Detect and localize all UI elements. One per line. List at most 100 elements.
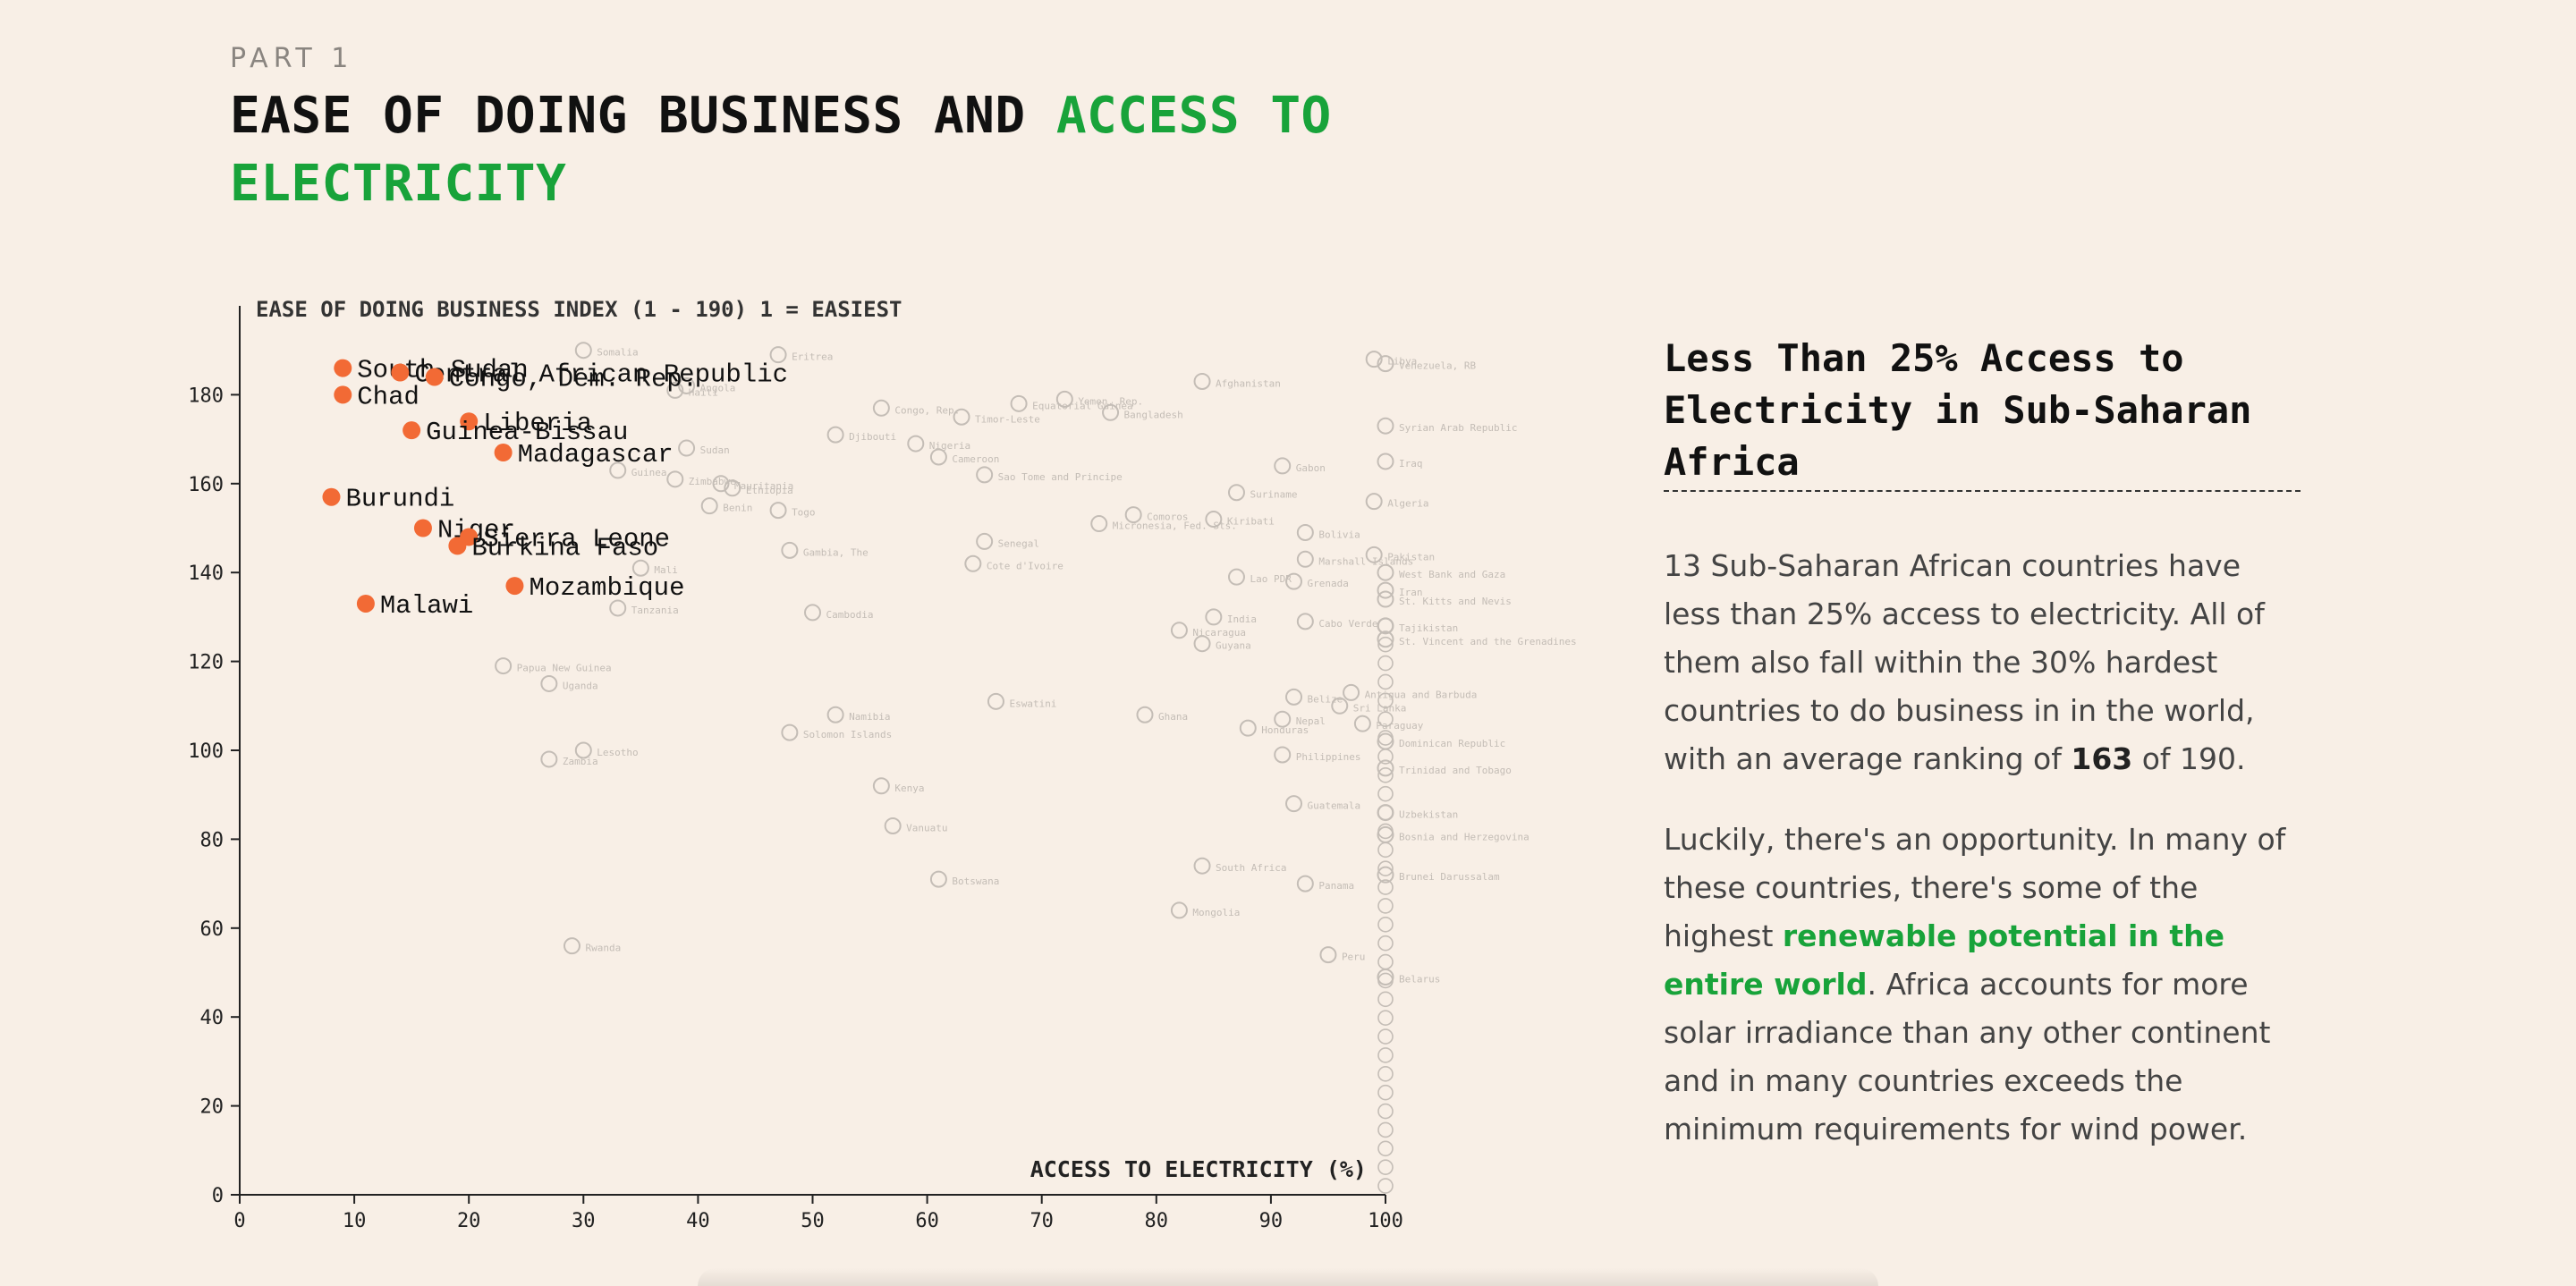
x-axis-label: ACCESS TO ELECTRICITY (%) (1030, 1156, 1367, 1182)
highlighted-label: Congo, Dem. Rep. (449, 365, 698, 394)
data-point (609, 599, 627, 617)
point-label: Congo, Rep. (894, 404, 960, 416)
point-label: Iran (1399, 587, 1423, 598)
point-label: Zambia (563, 756, 598, 767)
point-label: Solomon Islands (803, 729, 892, 740)
point-label: Mongolia (1192, 907, 1240, 918)
data-point (1274, 746, 1292, 764)
data-point (1377, 898, 1394, 914)
data-point (1274, 457, 1292, 475)
point-label: Angola (700, 382, 736, 393)
point-label: Panama (1318, 880, 1354, 892)
data-point (678, 439, 696, 457)
point-label: Lesotho (597, 747, 638, 758)
data-point (1377, 804, 1394, 821)
point-label: Grenada (1308, 578, 1349, 589)
data-point (1296, 523, 1314, 541)
data-point (631, 559, 649, 577)
data-point (1227, 484, 1245, 502)
point-label: Suriname (1250, 489, 1297, 501)
data-point (1377, 730, 1394, 746)
data-point (540, 750, 558, 768)
p2-text-end: . Africa accounts for more solar irradia… (1664, 967, 2271, 1146)
highlighted-label: Sierra Leone (483, 524, 670, 554)
point-label: Nepal (1296, 715, 1326, 727)
data-point (872, 777, 890, 795)
data-point (1285, 795, 1303, 813)
data-point (1377, 590, 1394, 608)
point-label: Sao Tome and Principe (998, 471, 1123, 483)
data-point (700, 497, 718, 515)
point-label: Benin (723, 503, 752, 514)
data-point (1377, 711, 1394, 728)
point-label: Gambia, The (803, 546, 869, 558)
point-label: West Bank and Gaza (1399, 569, 1505, 580)
highlighted-point (448, 537, 467, 555)
data-point (1377, 1159, 1394, 1175)
point-label: Afghanistan (1216, 377, 1281, 389)
point-label: Gabon (1296, 462, 1326, 474)
point-label: Tajikistan (1399, 622, 1458, 634)
data-point (953, 408, 970, 426)
data-point (976, 532, 994, 550)
point-label: Cambodia (826, 609, 874, 621)
point-label: Haiti (689, 386, 718, 398)
bottom-shadow (698, 1268, 1878, 1286)
data-point (1319, 946, 1337, 964)
data-point (976, 466, 994, 484)
data-point (1377, 749, 1394, 765)
point-label: Pakistan (1387, 551, 1435, 563)
data-point (964, 554, 982, 572)
data-point (540, 674, 558, 692)
point-label: Tanzania (631, 605, 679, 616)
data-point (1377, 1103, 1394, 1120)
data-point (1377, 563, 1394, 581)
point-label: India (1227, 613, 1257, 625)
data-point (609, 461, 627, 479)
point-label: Philippines (1296, 751, 1361, 763)
highlighted-point (391, 363, 410, 382)
data-point (1377, 1047, 1394, 1063)
point-label: Kenya (894, 783, 924, 794)
data-point (1343, 683, 1360, 701)
highlighted-point (402, 421, 421, 440)
point-label: Belarus (1399, 973, 1440, 985)
x-tick-label: 50 (801, 1210, 825, 1232)
point-label: Micronesia, Fed. Sts. (1113, 520, 1237, 532)
point-label: Togo (792, 507, 816, 519)
point-label: Nicaragua (1192, 627, 1246, 639)
point-label: Comoros (1147, 512, 1188, 523)
point-label: Zimbabwe (689, 476, 736, 487)
y-tick-label: 40 (200, 1007, 225, 1029)
p2-text: Luckily, there's an opportunity. In many… (1664, 822, 2286, 953)
data-point (1365, 546, 1383, 563)
data-point (1377, 417, 1394, 435)
highlighted-label: Malawi (380, 591, 473, 621)
data-point (1170, 901, 1188, 919)
point-label: Somalia (597, 347, 638, 359)
data-point (678, 376, 696, 394)
y-axis-label: EASE OF DOING BUSINESS INDEX (1 - 190) 1… (256, 297, 902, 322)
data-point (1274, 710, 1292, 728)
y-tick-label: 60 (200, 918, 225, 941)
highlighted-point (460, 412, 479, 431)
highlighted-label: Mozambique (529, 573, 684, 603)
data-point (1377, 972, 1394, 989)
point-label: Djibouti (849, 431, 896, 443)
data-point (826, 706, 844, 723)
scatter-chart: 0 10 20 30 40 50 60 70 80 90 100 0 20 40 60 80 100 120 140… (188, 297, 1576, 1232)
highlighted-point (413, 519, 432, 537)
data-point (826, 426, 844, 444)
highlighted-label: Guinea-Bissau (426, 418, 628, 447)
highlighted-label: Central African Republic (414, 360, 788, 390)
data-point (1296, 875, 1314, 893)
data-point (987, 692, 1004, 710)
point-label: St. Kitts and Nevis (1399, 596, 1512, 607)
data-point (563, 937, 580, 955)
data-point (712, 475, 730, 493)
data-point (1377, 630, 1394, 648)
x-tick-label: 80 (1145, 1210, 1169, 1232)
data-point (1205, 608, 1223, 626)
point-label: Honduras (1261, 724, 1309, 736)
y-tick-label: 0 (212, 1185, 224, 1207)
